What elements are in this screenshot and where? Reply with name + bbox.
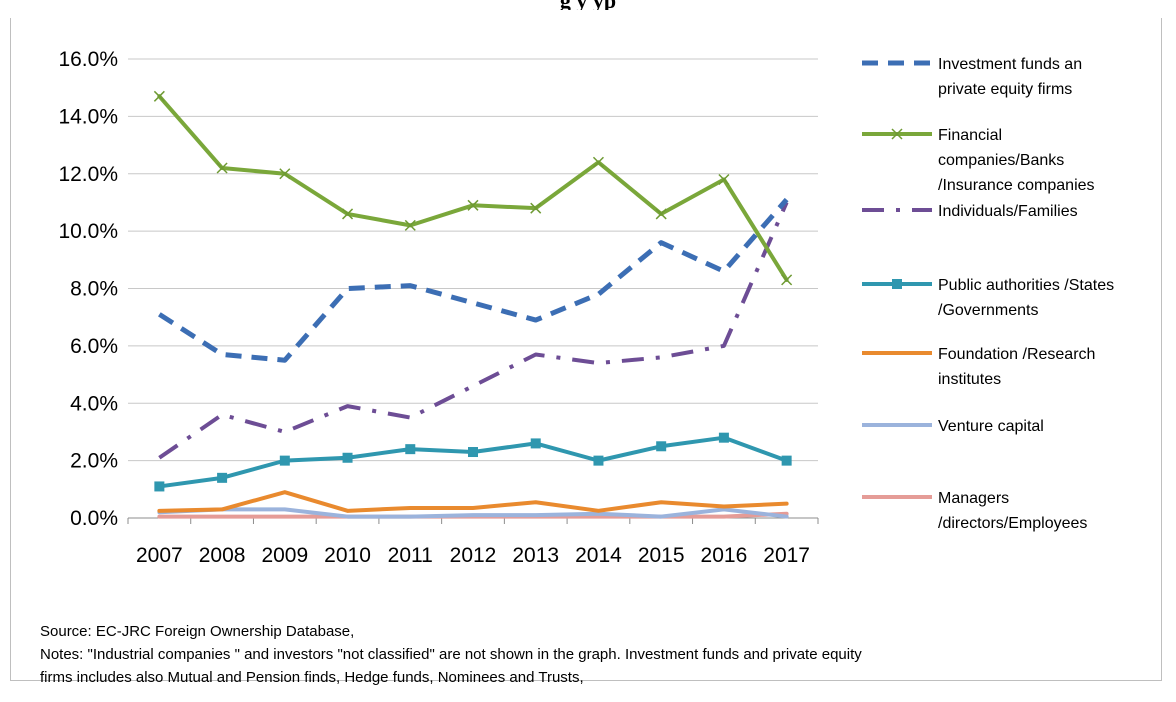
series-3-point — [342, 452, 353, 463]
series-1-point — [216, 162, 228, 174]
series-3-point — [656, 441, 667, 452]
legend-label: Investment funds an — [938, 56, 1082, 73]
x-tick-label: 2009 — [261, 544, 308, 567]
series-1-point — [592, 156, 604, 168]
legend-label: Foundation /Research — [938, 346, 1095, 363]
y-tick-label: 2.0% — [70, 450, 118, 473]
legend-marker-3 — [892, 279, 902, 289]
x-tick-label: 2010 — [324, 544, 371, 567]
x-tick-label: 2015 — [638, 544, 685, 567]
series-line-1 — [157, 94, 789, 282]
series-line-3 — [157, 435, 789, 489]
series-3-point — [530, 438, 541, 449]
legend-label: /directors/Employees — [938, 515, 1087, 532]
notes-line-2: firms includes also Mutual and Pension f… — [40, 669, 584, 686]
legend-label: Public authorities /States — [938, 277, 1114, 294]
x-tick-label: 2016 — [701, 544, 748, 567]
series-1-point — [467, 199, 479, 211]
y-tick-label: 4.0% — [70, 392, 118, 415]
series-1-point — [279, 168, 291, 180]
y-tick-label: 14.0% — [58, 105, 118, 128]
series-1-point — [781, 274, 793, 286]
series-1-point — [342, 208, 354, 220]
series-3-point — [405, 444, 416, 455]
y-tick-label: 10.0% — [58, 220, 118, 243]
series-1-point — [530, 202, 542, 214]
legend-label: Individuals/Families — [938, 203, 1078, 220]
legend-label: Managers — [938, 490, 1009, 507]
series-3-point — [468, 447, 478, 458]
chart-frame — [10, 18, 1162, 681]
x-tick-label: 2012 — [450, 544, 497, 567]
legend-label: /Governments — [938, 302, 1038, 319]
y-tick-label: 6.0% — [70, 335, 118, 358]
x-tick-label: 2013 — [512, 544, 559, 567]
y-tick-label: 0.0% — [70, 507, 118, 530]
notes-line-1: Notes: "Industrial companies " and inves… — [40, 646, 862, 663]
series-line-0 — [158, 197, 789, 363]
series-3-point — [279, 455, 290, 466]
legend-label: Venture capital — [938, 418, 1044, 435]
series-1-point — [153, 90, 165, 102]
series-line-2 — [158, 201, 789, 460]
line-chart: 0.0% 2.0% 4.0% 6.0% 8.0% 10.0% 12.0% 14.0% 16.0%… — [58, 48, 1114, 567]
legend-label: /Insurance companies — [938, 177, 1095, 194]
series-3-point — [154, 481, 165, 492]
x-tick-label: 2007 — [136, 544, 183, 567]
y-tick-label: 8.0% — [70, 278, 118, 301]
series-1-point — [655, 208, 667, 220]
legend-label: private equity firms — [938, 81, 1072, 98]
series-1-point — [404, 219, 416, 231]
chart-notes: Source: EC-JRC Foreign Ownership Databas… — [40, 620, 1150, 689]
legend-marker-1 — [891, 128, 903, 140]
series-3-point — [781, 455, 792, 466]
series-3-point — [217, 472, 228, 483]
x-tick-label: 2017 — [763, 544, 810, 567]
x-tick-label: 2011 — [388, 544, 433, 567]
x-tick-label: 2008 — [199, 544, 246, 567]
series-3-point — [593, 455, 604, 466]
series-3-point — [718, 432, 729, 443]
legend-label: companies/Banks — [938, 152, 1064, 169]
series-1-point — [718, 173, 730, 186]
y-tick-label: 12.0% — [58, 163, 118, 186]
source-note: Source: EC-JRC Foreign Ownership Databas… — [40, 623, 355, 640]
legend-label: institutes — [938, 371, 1001, 388]
y-tick-label: 16.0% — [58, 48, 118, 71]
chart-title-fragment: g y yp — [0, 0, 1176, 10]
x-tick-label: 2014 — [575, 544, 622, 567]
legend-label: Financial — [938, 127, 1002, 144]
